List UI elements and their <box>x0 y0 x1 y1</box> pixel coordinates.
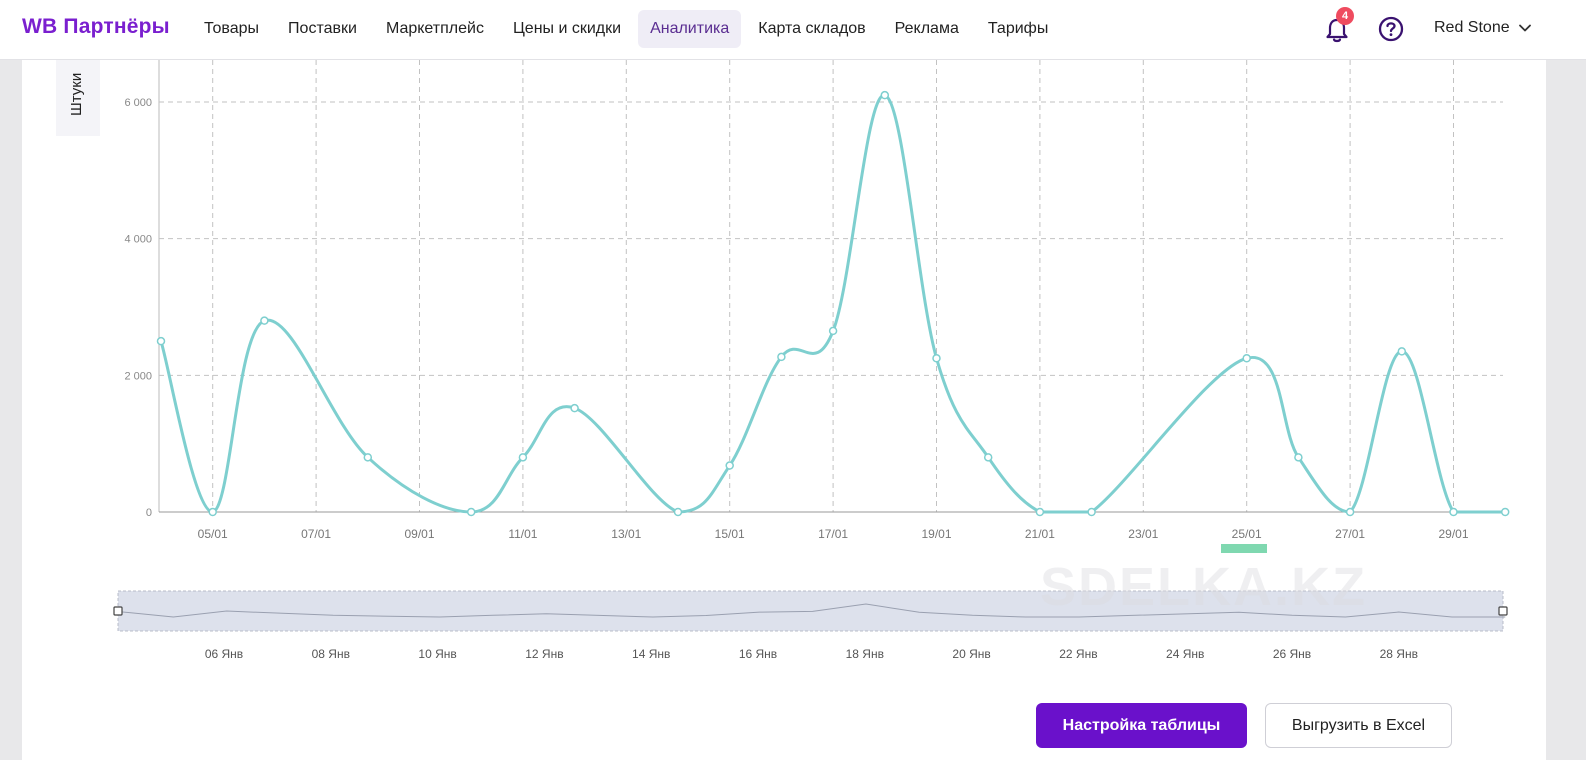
data-point <box>260 316 269 325</box>
nav-item-1[interactable]: Поставки <box>288 20 357 37</box>
data-point <box>1397 347 1407 356</box>
x-tick-label: 27/01 <box>1335 527 1365 541</box>
export-excel-button[interactable]: Выгрузить в Excel <box>1265 703 1452 748</box>
data-point <box>466 507 476 517</box>
x-tick-label: 07/01 <box>301 527 331 541</box>
data-point <box>1035 507 1045 517</box>
navigator-tick-label: 26 Янв <box>1273 647 1311 661</box>
sales-chart: 0 2 000 4 000 6 000 05/01 07/01 09/01 11/01 13/0… <box>113 60 1510 661</box>
main-nav: Товары Поставки Маркетплейс Цены и скидки Ан… <box>192 10 1065 48</box>
data-point <box>1294 453 1303 462</box>
navigator-tick-label: 14 Янв <box>632 647 670 661</box>
x-tick-label: 17/01 <box>818 527 848 541</box>
table-settings-button[interactable]: Настройка таблицы <box>1036 703 1247 748</box>
data-point <box>156 336 166 346</box>
y-tick-label: 6 000 <box>124 97 152 109</box>
data-point <box>570 403 579 413</box>
y-tick-label: 4 000 <box>124 234 152 246</box>
navigator-tick-label: 28 Янв <box>1380 647 1418 661</box>
x-tick-label: 21/01 <box>1025 527 1055 541</box>
navigator-tick-label: 08 Янв <box>312 647 350 661</box>
navigator-tick-label: 18 Янв <box>846 647 884 661</box>
analytics-panel <box>22 60 1546 760</box>
data-point <box>673 507 683 517</box>
user-name: Red Stone <box>1434 19 1510 36</box>
navigator-tick-label: 16 Янв <box>739 647 777 661</box>
navigator-tick-label: 06 Янв <box>205 647 243 661</box>
nav-item-3[interactable]: Цены и скидки <box>512 20 622 37</box>
navigator-handle-left[interactable] <box>113 606 123 616</box>
nav-item-6[interactable]: Реклама <box>894 20 959 37</box>
y-tick-label: 0 <box>146 507 152 519</box>
data-point <box>1345 507 1355 517</box>
data-point <box>932 354 941 363</box>
data-point <box>880 90 890 100</box>
x-tick-label: 11/01 <box>508 527 537 541</box>
navigator-series <box>120 603 1506 618</box>
data-point <box>777 352 786 362</box>
help-icon[interactable] <box>1377 15 1405 43</box>
x-tick-label: 13/01 <box>611 527 641 541</box>
notification-badge: 4 <box>1336 7 1354 25</box>
data-point <box>828 326 838 336</box>
y-unit-label-box: Штуки <box>56 60 100 136</box>
data-point <box>1500 507 1510 517</box>
brand-logo[interactable]: WB Партнёры <box>22 15 170 38</box>
x-tick-label: 23/01 <box>1128 527 1158 541</box>
top-navigation-bar: WB Партнёры Товары Поставки Маркетплейс Цен… <box>0 0 1586 60</box>
navigator-tick-label: 22 Янв <box>1059 647 1097 661</box>
navigator-tick-label: 20 Янв <box>952 647 990 661</box>
navigator-tick-label: 12 Янв <box>525 647 563 661</box>
user-menu[interactable]: Red Stone <box>1434 19 1532 37</box>
nav-item-2[interactable]: Маркетплейс <box>385 20 484 37</box>
nav-item-4[interactable]: Аналитика <box>638 10 742 48</box>
data-point <box>363 453 373 462</box>
weekend-marker <box>1221 544 1267 553</box>
x-tick-label: 09/01 <box>404 527 434 541</box>
chevron-down-icon <box>1518 24 1531 32</box>
x-tick-label: 15/01 <box>715 527 745 541</box>
data-point <box>1242 354 1251 363</box>
y-tick-label: 2 000 <box>124 370 152 382</box>
nav-item-0[interactable]: Товары <box>204 20 260 37</box>
data-point <box>725 461 734 470</box>
navigator-handle-right[interactable] <box>1498 606 1508 616</box>
data-point <box>1087 507 1096 517</box>
x-tick-label: 19/01 <box>921 527 951 541</box>
y-unit-label: Штуки <box>68 72 85 116</box>
x-tick-label: 25/01 <box>1232 527 1262 541</box>
data-point <box>1449 507 1458 517</box>
nav-item-5[interactable]: Карта складов <box>758 20 866 37</box>
x-tick-label: 29/01 <box>1438 527 1468 541</box>
nav-item-7[interactable]: Тарифы <box>987 20 1049 37</box>
navigator-tick-label: 10 Янв <box>418 647 456 661</box>
data-point <box>518 453 528 462</box>
x-tick-label: 05/01 <box>198 527 228 541</box>
data-point <box>983 453 993 462</box>
navigator-tick-label: 24 Янв <box>1166 647 1204 661</box>
data-point <box>208 507 217 517</box>
